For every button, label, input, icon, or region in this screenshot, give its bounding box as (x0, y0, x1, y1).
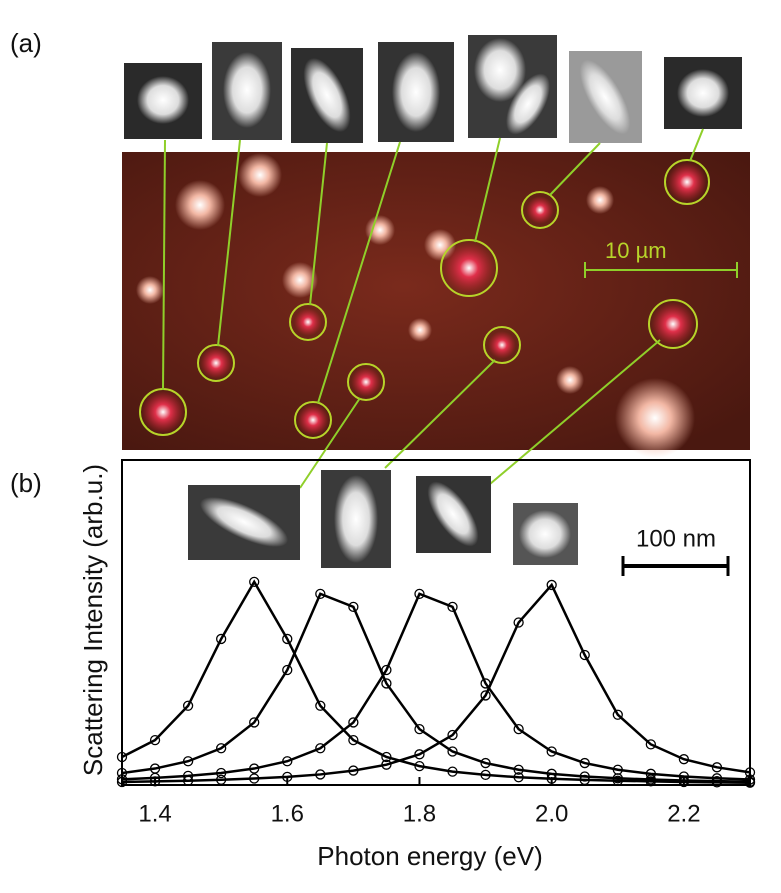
series-line (121, 579, 751, 785)
data-point (744, 767, 756, 778)
data-point (315, 743, 326, 754)
data-point (282, 633, 293, 645)
data-point (480, 769, 491, 780)
data-point (612, 709, 623, 720)
data-point (711, 773, 723, 784)
data-point (645, 739, 656, 750)
data-point (182, 775, 194, 786)
data-point (348, 717, 359, 728)
data-point (149, 734, 161, 746)
data-point (282, 771, 293, 783)
data-point (348, 765, 359, 776)
data-point (447, 729, 458, 741)
data-point (447, 601, 458, 613)
data-point (480, 757, 491, 769)
data-point (513, 617, 524, 628)
data-point (579, 757, 590, 769)
data-point (612, 764, 623, 775)
data-point (579, 649, 590, 661)
series-line (121, 592, 751, 783)
data-point (447, 766, 458, 777)
data-point (414, 760, 425, 772)
scale-label: 100 nm (636, 525, 716, 552)
panel-label: (a) (10, 28, 42, 58)
data-point (182, 756, 194, 767)
data-point (513, 723, 524, 735)
data-point (678, 771, 690, 782)
data-point (149, 776, 161, 787)
data-point (546, 579, 557, 591)
data-point (249, 773, 260, 784)
data-point (744, 774, 756, 785)
data-point (513, 772, 524, 783)
data-point (315, 700, 326, 711)
x-tick-label: 1.4 (138, 800, 171, 827)
data-point (546, 746, 557, 757)
data-point (711, 762, 723, 773)
series-line (121, 592, 751, 781)
data-point (414, 749, 425, 760)
data-point (216, 743, 227, 754)
data-point (381, 678, 392, 689)
rod-thumbnails (188, 470, 730, 576)
data-point (282, 664, 293, 676)
thumbnails (124, 35, 742, 143)
data-point (480, 690, 491, 701)
data-point (381, 759, 392, 770)
x-tick-label: 1.8 (403, 800, 436, 827)
data-point (381, 664, 392, 676)
data-point (348, 734, 359, 746)
data-point (546, 768, 557, 779)
x-axis-label: Photon energy (eV) (317, 841, 542, 871)
data-point (116, 776, 128, 788)
data-point (414, 588, 425, 600)
data-point (678, 754, 690, 765)
data-point (249, 763, 260, 774)
plot-frame (121, 459, 751, 786)
x-tick-label: 2.2 (667, 800, 700, 827)
data-point (513, 764, 524, 775)
panel-label: (b) (10, 468, 42, 498)
data-point (315, 588, 326, 600)
x-tick-label: 2.0 (535, 800, 568, 827)
dark-field-image: 10 µm (122, 152, 750, 458)
data-point (645, 768, 656, 779)
data-point (216, 633, 227, 645)
data-point (381, 751, 392, 763)
data-point (414, 723, 425, 735)
data-point (315, 769, 326, 780)
y-axis-label: Scattering Intensity (arb.u.) (78, 464, 108, 776)
data-point (116, 774, 128, 785)
data-point (579, 771, 590, 782)
data-point (249, 576, 260, 588)
data-point (116, 751, 128, 763)
data-point (348, 601, 359, 613)
x-tick-label: 1.6 (271, 800, 304, 827)
data-point (182, 700, 194, 711)
series-line (121, 582, 751, 784)
data-point (447, 746, 458, 757)
data-point (282, 756, 293, 767)
data-point (249, 717, 260, 728)
data-point (711, 775, 723, 787)
data-point (216, 774, 227, 785)
data-point (216, 767, 227, 779)
scale-label: 10 µm (605, 238, 667, 263)
